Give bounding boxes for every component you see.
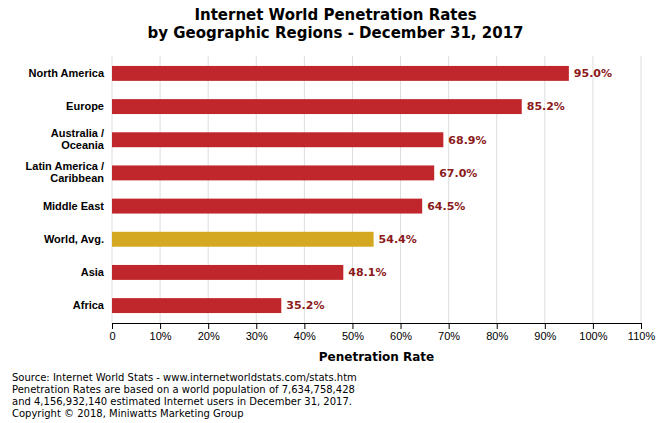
tick-label: Latin America /Caribbean (26, 160, 105, 184)
tick-label: 100% (579, 330, 607, 342)
tick-mark (352, 323, 353, 329)
tick-mark (112, 323, 113, 329)
tick-mark (449, 323, 450, 329)
data-label: 95.0% (574, 67, 612, 80)
tick-label: 30% (246, 330, 268, 342)
bar (112, 265, 343, 280)
tick: 110% (628, 323, 656, 342)
tick-mark (256, 323, 257, 329)
tick-label: 60% (390, 330, 412, 342)
grid-line (112, 56, 113, 323)
title: Internet World Penetration Ratesby Geogr… (147, 6, 523, 42)
bar (112, 66, 569, 81)
data-label: 48.1% (348, 266, 386, 279)
x-axis-title: Penetration Rate (319, 350, 434, 364)
tick-label: 90% (534, 330, 556, 342)
data-label: 35.2% (286, 299, 324, 312)
grid-line (256, 56, 257, 323)
tick-mark (497, 323, 498, 329)
tick-label: Asia (81, 266, 105, 278)
grid-line (160, 56, 161, 323)
tick: Africa (73, 299, 112, 311)
tick: Asia (81, 266, 112, 278)
grid-line (352, 56, 353, 323)
tick: Middle East (43, 200, 112, 212)
tick-label: 0 (109, 330, 115, 342)
tick: 80% (486, 323, 508, 342)
tick: 70% (438, 323, 460, 342)
tick-label: Africa (73, 299, 105, 311)
tick: 10% (150, 323, 172, 342)
tick-mark (641, 323, 642, 329)
bar (112, 165, 434, 180)
grid-line (304, 56, 305, 323)
tick: 40% (294, 323, 316, 342)
data-label: 64.5% (427, 200, 465, 213)
grid (112, 56, 641, 323)
axis-line (113, 324, 642, 330)
tick: Australia /Oceania (51, 127, 112, 151)
tick-label: 80% (486, 330, 508, 342)
tick-label: 20% (198, 330, 220, 342)
tick-mark (401, 323, 402, 329)
y-axis: Africa Asia World, Avg. Middle East Latin Am… (26, 67, 112, 311)
tick: 90% (534, 323, 556, 342)
tick-mark (545, 323, 546, 329)
bar (112, 232, 374, 247)
tick-label: 70% (438, 330, 460, 342)
chart: Internet World Penetration Ratesby Geogr… (0, 0, 671, 423)
tick-label: 110% (628, 330, 656, 342)
tick-label: World, Avg. (44, 233, 104, 245)
data-label: 85.2% (527, 100, 565, 113)
bar (112, 298, 281, 313)
data-labels: 35.2% 48.1% 54.4% 64.5% 67.0% 68.9% 85.2% 95.0% (286, 67, 612, 312)
tick: Europe (66, 100, 112, 112)
grid-line (496, 56, 497, 323)
tick: 0 (109, 323, 115, 342)
bars (112, 66, 569, 313)
tick-label: 10% (150, 330, 172, 342)
footer: Source: Internet World Stats - www.inter… (12, 372, 357, 419)
tick-mark (208, 323, 209, 329)
tick-label: Middle East (43, 200, 104, 212)
tick-mark (593, 323, 594, 329)
x-axis: 0 10% 20% 30% 40% 50% 60% 70% 80% 90% 100% 110% (109, 323, 655, 342)
data-label: 54.4% (379, 233, 417, 246)
grid-line (592, 56, 593, 323)
data-label: 67.0% (439, 167, 477, 180)
tick: 20% (198, 323, 220, 342)
tick-label: North America (29, 67, 105, 79)
tick-label: Australia /Oceania (51, 127, 105, 151)
grid-line (641, 56, 642, 323)
tick: World, Avg. (44, 233, 112, 245)
tick-label: Europe (66, 100, 104, 112)
tick: 60% (390, 323, 412, 342)
tick-mark (160, 323, 161, 329)
grid-line (448, 56, 449, 323)
data-label: 68.9% (448, 134, 486, 147)
tick-label: 50% (342, 330, 364, 342)
bar (112, 199, 422, 214)
grid-line (400, 56, 401, 323)
bar (112, 132, 443, 147)
tick: Latin America /Caribbean (26, 160, 112, 184)
tick-label: 40% (294, 330, 316, 342)
tick-mark (304, 323, 305, 329)
grid-line (208, 56, 209, 323)
tick: 30% (246, 323, 268, 342)
tick: 100% (579, 323, 607, 342)
grid-line (544, 56, 545, 323)
tick: North America (29, 67, 112, 79)
bar (112, 99, 522, 114)
tick: 50% (342, 323, 364, 342)
plot: 35.2% 48.1% 54.4% 64.5% 67.0% 68.9% 85.2% 95.0%… (26, 56, 656, 342)
